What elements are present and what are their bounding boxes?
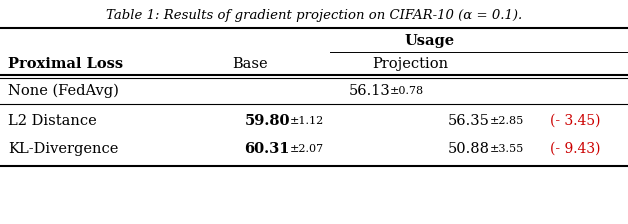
- Text: Table 1: Results of gradient projection on CIFAR-10 (α = 0.1).: Table 1: Results of gradient projection …: [106, 9, 522, 22]
- Text: 56.35: 56.35: [448, 114, 490, 128]
- Text: L2 Distance: L2 Distance: [8, 114, 97, 128]
- Text: ±2.85: ±2.85: [490, 116, 524, 126]
- Text: 50.88: 50.88: [448, 142, 490, 156]
- Text: Usage: Usage: [405, 34, 455, 48]
- Text: (- 3.45): (- 3.45): [550, 114, 600, 128]
- Text: KL-Divergence: KL-Divergence: [8, 142, 118, 156]
- Text: Proximal Loss: Proximal Loss: [8, 57, 123, 71]
- Text: 59.80: 59.80: [244, 114, 290, 128]
- Text: Projection: Projection: [372, 57, 448, 71]
- Text: 56.13: 56.13: [349, 84, 390, 98]
- Text: ±0.78: ±0.78: [390, 86, 424, 96]
- Text: (- 9.43): (- 9.43): [550, 142, 600, 156]
- Text: Base: Base: [232, 57, 268, 71]
- Text: ±1.12: ±1.12: [290, 116, 324, 126]
- Text: None (FedAvg): None (FedAvg): [8, 84, 119, 98]
- Text: ±3.55: ±3.55: [490, 144, 524, 154]
- Text: ±2.07: ±2.07: [290, 144, 324, 154]
- Text: 60.31: 60.31: [244, 142, 290, 156]
